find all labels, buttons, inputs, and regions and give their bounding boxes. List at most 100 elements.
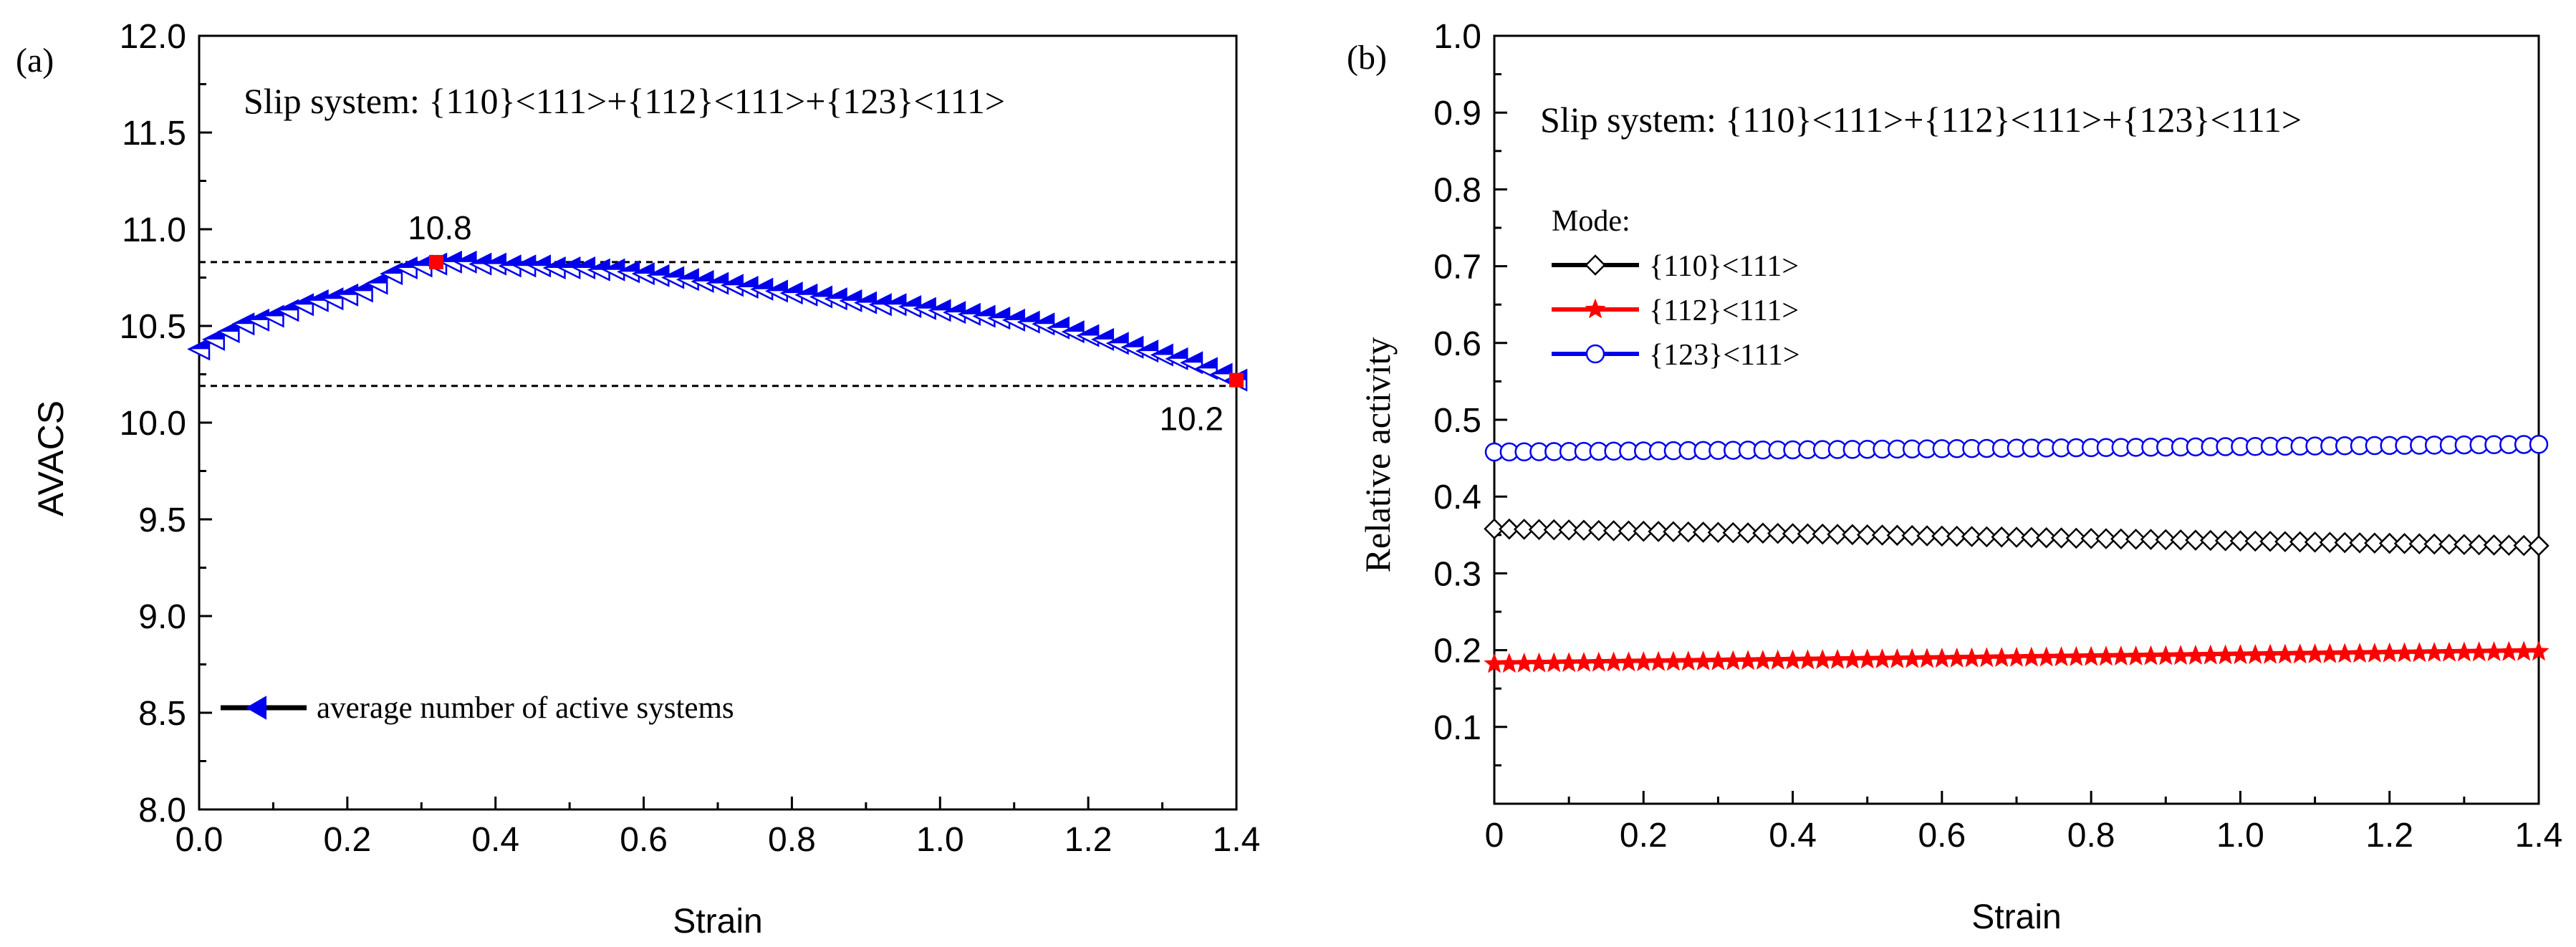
panel-b-data-point [1782,649,1804,670]
panel-b-y-tick-label: 0.4 [1433,479,1481,516]
panel-b-data-point [2274,643,2296,664]
panel-a-data-point-fill [292,294,313,305]
panel-a-data-point-fill [737,277,758,287]
panel-a-x-tick-label: 0.2 [323,821,371,859]
panel-a-x-tick-label: 0.4 [471,821,519,859]
panel-a-data-point-fill [1063,322,1084,332]
panel-b-data-point [2065,527,2087,549]
panel-a-y-tick-label: 10.0 [120,405,186,443]
panel-a-y-tick-label: 11.5 [122,115,186,153]
panel-b-data-point [2200,529,2221,552]
panel-b-data-point [1812,523,1833,545]
panel-a-data-point-fill [589,259,610,270]
panel-a-data-point-fill [1048,317,1069,328]
panel-b-data-point [1499,518,1520,540]
panel-b-data-point [1633,650,1654,671]
panel-a-data-point-fill [766,281,787,292]
panel-b-x-tick-label: 0.4 [1769,817,1817,855]
panel-b-data-point [2021,646,2042,667]
panel-b-relative-activity-chart: (b) Slip system: {110}<111>+{112}<111>+{… [1347,18,2562,936]
panel-a-highlight-marker [1229,372,1244,388]
panel-b-data-point [1618,651,1640,672]
panel-b-data-point [1737,522,1759,544]
panel-b-data-point [1678,521,1699,543]
panel-a-highlight-label: 10.2 [1159,400,1224,438]
panel-b-label: (b) [1347,39,1387,77]
panel-b-data-point [2110,528,2132,550]
panel-b-x-axis-label: Strain [1971,898,2061,936]
panel-a-y-tick-label: 10.5 [120,308,186,346]
panel-b-data-point [1484,518,1505,539]
panel-b-data-point [1648,650,1669,671]
panel-b-data-point [2379,642,2400,663]
panel-a-data-point-fill [648,265,669,276]
panel-b-data-point [1722,521,1744,544]
panel-b-data-point [1528,652,1550,673]
panel-a-series [187,250,1248,392]
panel-b-data-point [1602,520,1625,542]
panel-b-y-tick-label: 0.6 [1433,325,1481,363]
panel-b-data-point [2498,534,2520,556]
panel-b-data-point [2170,645,2191,665]
panel-a-x-tick-label: 1.4 [1213,821,1261,859]
panel-b-data-point [2035,527,2057,549]
panel-b-data-point [2050,527,2072,549]
panel-b-data-point [1916,525,1938,547]
panel-b-data-point [1991,526,2012,548]
panel-b-data-point [2454,534,2475,555]
panel-b-data-point [1961,526,1983,547]
panel-a-data-point-fill [529,256,550,266]
panel-b-data-point [2140,645,2162,665]
panel-a-data-point-fill [515,256,536,266]
panel-a-data-point-fill [604,259,625,270]
panel-a-data-point-fill [915,298,936,309]
panel-b-legend-marker [1585,298,1606,319]
panel-a-legend-marker [245,696,266,720]
panel-a-y-tick-label: 8.5 [138,695,186,733]
panel-b-data-point [1901,648,1923,668]
panel-b-data-point [2528,640,2549,661]
panel-b-data-point [2035,646,2057,667]
panel-b-y-tick-label: 0.8 [1433,171,1481,209]
panel-a-data-point-fill [278,300,299,311]
panel-b-data-point [2244,644,2266,664]
panel-b-data-point [1633,520,1655,542]
panel-b-data-point [2229,644,2251,665]
panel-b-data-point [1856,524,1878,546]
panel-a-data-point-fill [1019,312,1039,322]
panel-b-data-point [2065,645,2087,666]
panel-b-data-point [1827,648,1848,669]
panel-a-data-point-fill [441,251,461,262]
panel-a-data-point-fill [722,275,743,286]
panel-a-data-point-fill [1167,348,1188,359]
panel-b-data-point [2469,641,2490,662]
panel-a-data-point-fill [693,271,713,282]
panel-b-y-tick-label: 0.9 [1433,95,1481,133]
panel-b-x-tick-label: 0.2 [1620,817,1668,855]
panel-a-data-point-fill [782,283,802,294]
panel-b-data-point [2304,643,2326,663]
panel-b-legend: Mode: {110}<111> {112}<111> {123}<111> [1552,205,1800,372]
panel-b-legend-label: {112}<111> [1649,294,1799,327]
panel-b-data-point [1946,525,1968,547]
panel-b-data-point [1797,523,1819,545]
panel-b-data-point [2498,640,2520,661]
panel-a-axis-ticks: 0.0 0.2 0.4 0.6 0.8 1.0 1.2 1.4 8.0 8.5 9.0 9.5 10.0… [120,18,1261,859]
panel-a-data-point-fill [811,287,832,297]
panel-b-data-point [2423,533,2445,555]
panel-b-data-point [1991,647,2012,668]
panel-b-data-point [2140,529,2162,550]
panel-b-data-point [2214,644,2236,665]
panel-b-y-tick-label: 1.0 [1433,18,1481,56]
panel-b-data-point [2125,645,2147,665]
panel-b-data-point [1842,648,1863,669]
panel-b-data-point [2095,528,2117,549]
panel-a-data-point-fill [618,261,639,272]
panel-b-data-point [1886,648,1908,668]
panel-b-data-point [1588,519,1610,542]
panel-a-data-point-fill [1034,314,1054,325]
panel-b-data-point [1961,647,1983,668]
panel-a-data-point-fill [337,284,357,295]
panel-b-y-tick-label: 0.1 [1433,709,1481,747]
panel-b-data-point [1871,648,1893,669]
